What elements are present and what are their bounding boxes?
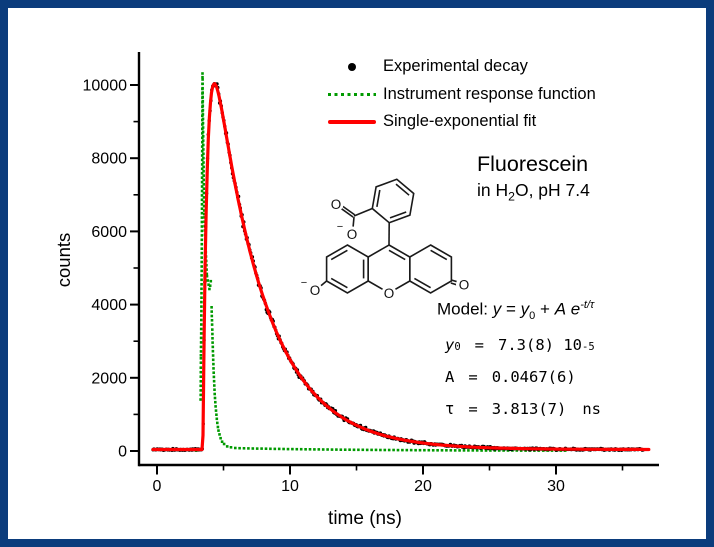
param-value: 3.813(7): [491, 400, 567, 419]
carboxyl-charge-label: −: [337, 221, 343, 233]
param-value: 7.3(8) 10: [498, 336, 583, 355]
phenolate-charge-label: −: [301, 277, 307, 289]
carboxyl-oxygen-bottom-label: O: [347, 227, 358, 242]
model-y0: y: [520, 299, 530, 319]
legend-label: Instrument response function: [383, 84, 596, 103]
x-tick-label: 20: [414, 478, 432, 495]
subtitle-sub: 2: [508, 189, 515, 204]
legend-marker-box: [326, 62, 378, 71]
param-symbol: y: [445, 336, 455, 355]
y-tick-label: 0: [118, 444, 127, 461]
sample-name: Fluorescein: [477, 152, 589, 176]
model-exponent: -t/τ: [580, 299, 595, 311]
x-tick-label: 30: [547, 478, 565, 495]
x-axis-title: time (ns): [328, 508, 402, 529]
param-equals: =: [468, 400, 478, 419]
x-tick-label: 0: [153, 478, 162, 495]
molecule-atom-labels: O O − O O O −: [301, 196, 472, 301]
param-equals: =: [468, 368, 478, 387]
legend-label: Single-exponential fit: [383, 112, 537, 131]
y-tick-label: 8000: [91, 151, 127, 168]
legend-marker-box: [326, 119, 378, 124]
legend-item-fit: Single-exponential fit: [326, 108, 596, 136]
red-solid-line-icon: [328, 119, 376, 124]
model-plus: +: [540, 299, 550, 319]
legend-label: Experimental decay: [383, 57, 528, 76]
fit-param-A: A = 0.0467(6): [437, 368, 611, 386]
carboxyl-oxygen-top-label: O: [331, 197, 342, 212]
param-symbol: τ: [445, 400, 455, 419]
legend-item-experimental: Experimental decay: [326, 53, 596, 81]
ketone-oxygen-label: O: [459, 278, 470, 293]
y-axis-title: counts: [53, 232, 74, 288]
y-tick-label: 6000: [91, 224, 127, 241]
plot-area: [151, 72, 651, 452]
model-equals: =: [506, 299, 516, 319]
subtitle-pre: in H: [477, 180, 509, 200]
phenolate-oxygen-label: O: [310, 283, 321, 298]
y-tick-label: 2000: [91, 370, 127, 387]
black-dot-marker-icon: [347, 62, 357, 71]
y-tick-label: 10000: [83, 78, 128, 95]
param-unit: ns: [582, 400, 602, 419]
y-tick-label: 4000: [91, 297, 127, 314]
model-equation: Model: y = y0 + A e-t/τ: [437, 299, 611, 322]
sample-conditions: in H2O, pH 7.4: [477, 180, 590, 204]
fluorescein-structure: O O − O O O −: [301, 178, 472, 301]
param-symbol: A: [445, 368, 455, 387]
param-value: 0.0467(6): [491, 368, 576, 387]
model-prefix: Model:: [437, 299, 489, 319]
model-y0-sub: 0: [529, 310, 536, 323]
legend-marker-box: [326, 92, 378, 96]
param-sup: -5: [582, 341, 595, 354]
fit-param-tau: τ = 3.813(7) ns: [437, 400, 611, 418]
param-equals: =: [474, 336, 485, 355]
green-dotted-line-icon: [328, 92, 376, 96]
sample-annotation: Fluorescein in H2O, pH 7.4: [477, 152, 590, 204]
legend: Experimental decay Instrument response f…: [326, 53, 596, 136]
bridge-oxygen-label: O: [384, 286, 395, 301]
model-euler: e: [570, 299, 581, 319]
subtitle-post: O, pH 7.4: [514, 180, 590, 200]
model-amplitude: A: [554, 299, 567, 319]
model-lhs: y: [492, 299, 502, 319]
x-tick-label: 10: [281, 478, 299, 495]
legend-item-irf: Instrument response function: [326, 81, 596, 109]
param-sub: 0: [454, 341, 461, 354]
